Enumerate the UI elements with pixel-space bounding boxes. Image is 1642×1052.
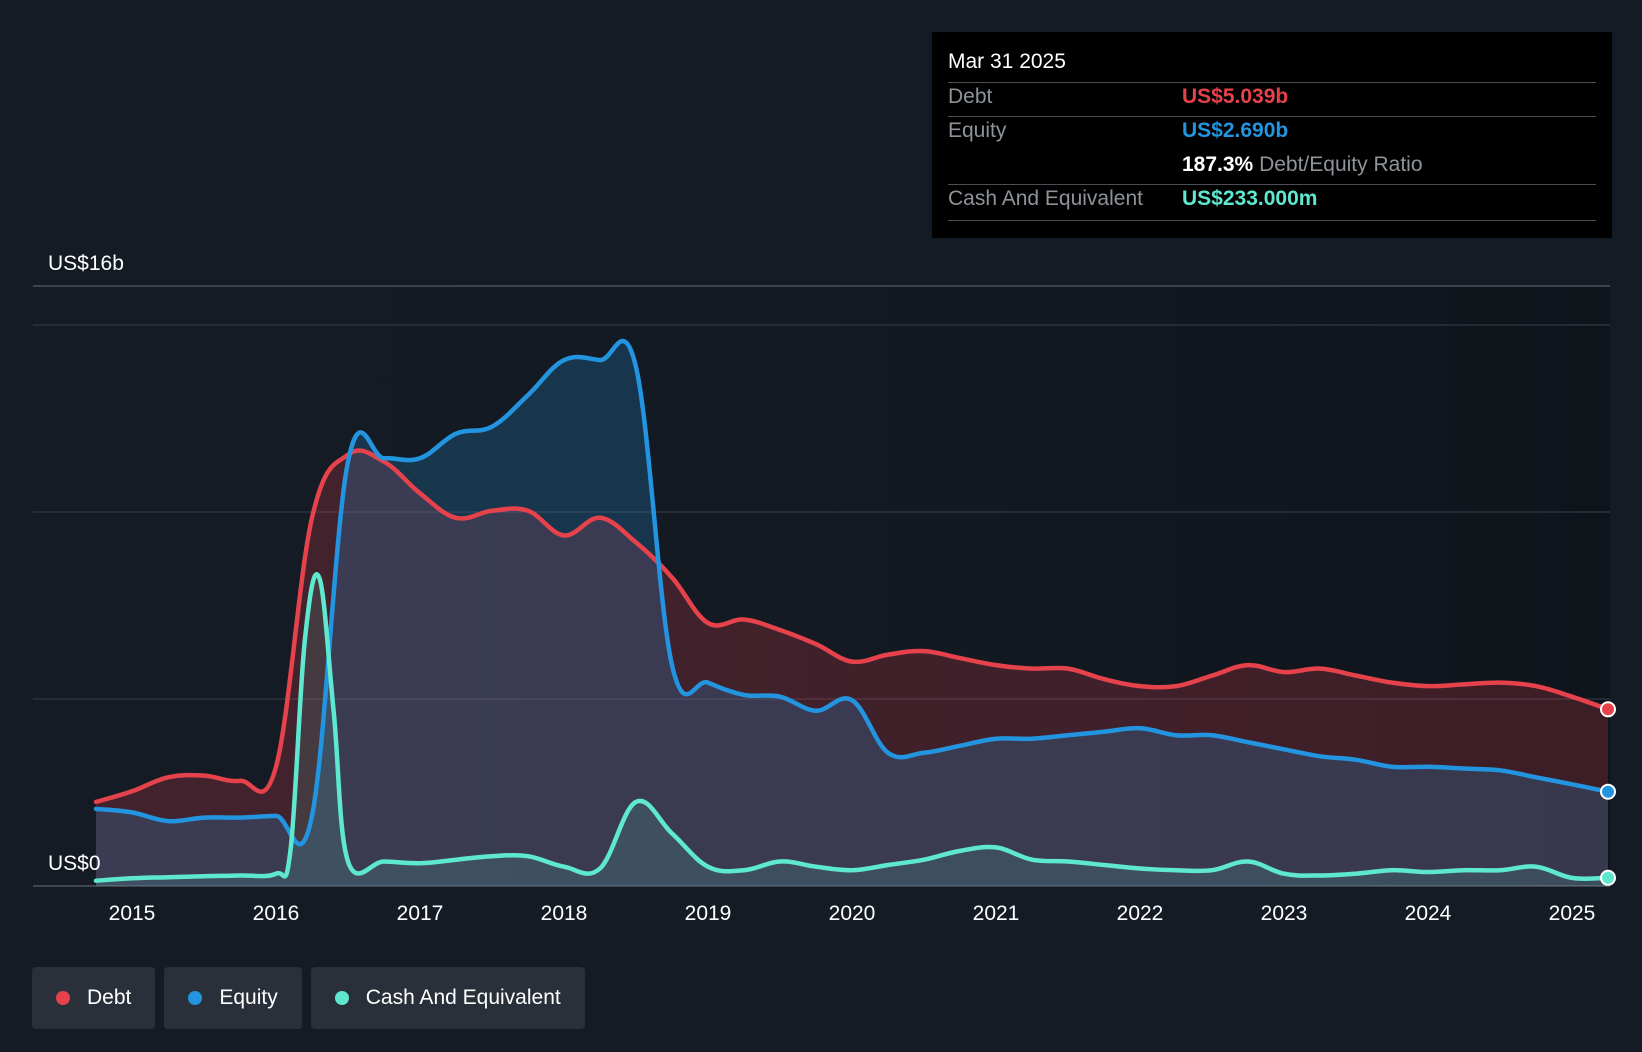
tooltip-cash-label: Cash And Equivalent	[948, 187, 1143, 210]
tooltip-ratio-label: Debt/Equity Ratio	[1259, 153, 1423, 176]
legend-item-cash[interactable]: Cash And Equivalent	[310, 967, 585, 1029]
x-tick-label: 2016	[253, 902, 300, 925]
equity-area	[96, 341, 1608, 886]
tooltip-divider	[948, 116, 1596, 117]
equity-endpoint	[1600, 783, 1616, 800]
cash-and-equivalent-line	[93, 572, 1611, 883]
tooltip-ratio: 187.3% Debt/Equity Ratio	[1182, 153, 1423, 177]
legend-label-debt: Debt	[87, 986, 132, 1009]
legend-dot-debt	[56, 991, 70, 1005]
x-tick-label: 2019	[685, 902, 732, 925]
debt-line	[93, 448, 1611, 805]
tooltip-panel: Mar 31 2025 Debt US$5.039b Equity US$2.6…	[932, 32, 1612, 238]
tooltip-equity-label: Equity	[948, 119, 1007, 142]
x-tick-label: 2025	[1549, 902, 1596, 925]
chart-legend: Debt Equity Cash And Equivalent	[32, 967, 585, 1029]
x-tick-label: 2023	[1261, 902, 1308, 925]
x-tick-label: 2024	[1405, 902, 1452, 925]
tooltip-divider	[948, 184, 1596, 185]
x-tick-label: 2018	[541, 902, 588, 925]
cash-and-equivalent-endpoint	[1600, 869, 1616, 886]
legend-dot-cash	[334, 991, 349, 1005]
legend-item-debt[interactable]: Debt	[32, 967, 156, 1029]
tooltip-cash-value: US$233.000m	[1182, 187, 1318, 210]
tooltip-equity-value: US$2.690b	[1182, 119, 1289, 142]
legend-label-equity: Equity	[219, 986, 278, 1009]
tooltip-divider	[948, 220, 1596, 221]
legend-item-equity[interactable]: Equity	[164, 967, 302, 1029]
tooltip-date: Mar 31 2025	[948, 50, 1066, 73]
debt-area	[96, 450, 1608, 886]
x-tick-label: 2022	[1117, 902, 1164, 925]
tooltip-ratio-value: 187.3%	[1182, 153, 1254, 176]
y-axis-min-label: US$0	[48, 852, 101, 875]
tooltip-debt-label: Debt	[948, 85, 993, 108]
tooltip-divider	[948, 82, 1596, 83]
x-tick-label: 2021	[973, 902, 1020, 925]
x-tick-label: 2015	[109, 902, 156, 925]
y-axis-max-label: US$16b	[48, 252, 124, 275]
x-tick-label: 2017	[397, 902, 444, 925]
debt-endpoint	[1600, 701, 1616, 718]
legend-dot-equity	[188, 991, 203, 1005]
legend-label-cash: Cash And Equivalent	[365, 986, 561, 1009]
tooltip-debt-value: US$5.039b	[1182, 85, 1289, 108]
x-tick-label: 2020	[829, 902, 876, 925]
equity-line	[93, 338, 1611, 847]
